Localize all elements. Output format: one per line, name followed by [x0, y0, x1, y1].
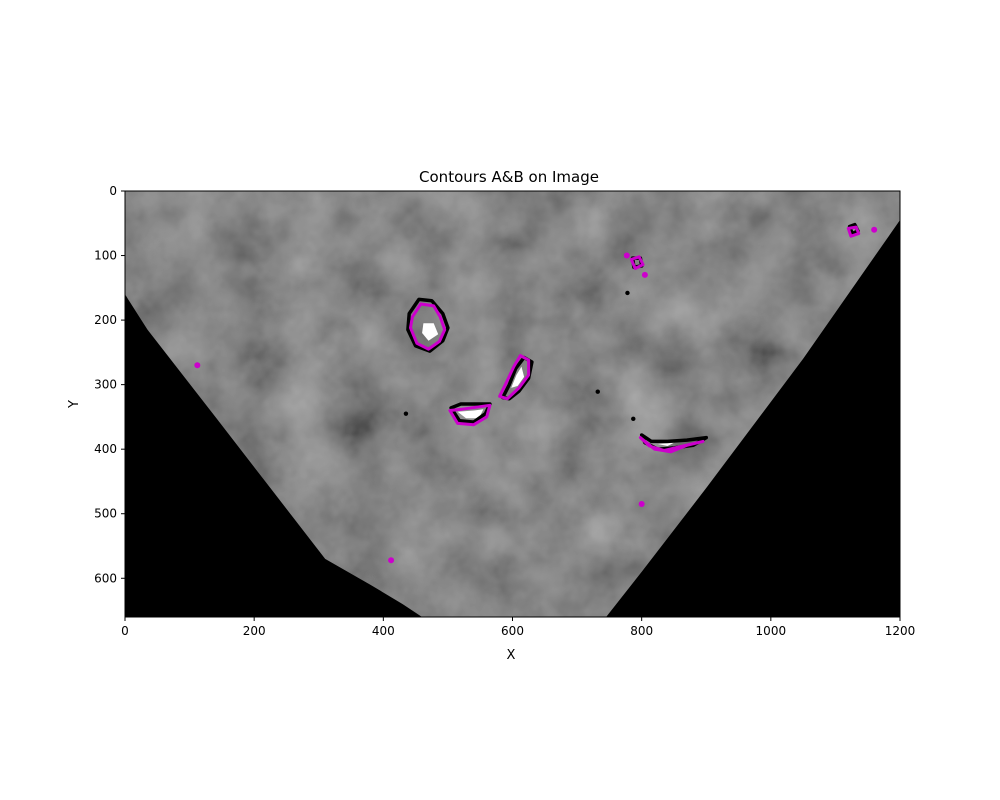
contour-blob-4	[388, 557, 395, 564]
contour-blob-1	[641, 271, 648, 278]
x-tick-label: 1000	[756, 624, 787, 638]
y-tick-label: 0	[109, 184, 117, 198]
contour-a-0	[406, 297, 450, 353]
x-tick-label: 0	[121, 624, 129, 638]
contour-layer	[194, 222, 878, 564]
contour-b-0	[409, 302, 447, 351]
x-tick-label: 600	[501, 624, 524, 638]
highlight-region-0	[422, 323, 439, 341]
contour-a-2	[501, 355, 534, 401]
plot-area	[125, 191, 900, 617]
contour-b-1	[448, 403, 492, 427]
x-tick-label: 200	[243, 624, 266, 638]
contour-b-3	[638, 436, 705, 454]
contour-blob-9	[631, 416, 636, 422]
contour-blob-5	[595, 389, 600, 394]
x-tick-label: 1200	[885, 624, 916, 638]
chart-title: Contours A&B on Image	[419, 168, 599, 186]
contour-blob-2	[871, 226, 878, 233]
y-tick-label: 500	[94, 507, 117, 521]
highlight-region-1	[457, 409, 484, 419]
y-tick-label: 200	[94, 313, 117, 327]
highlight-region-2	[511, 366, 525, 388]
y-tick-label: 300	[94, 378, 117, 392]
x-tick-label: 800	[630, 624, 653, 638]
contour-blob-3	[194, 362, 201, 369]
contour-blob-8	[625, 290, 630, 296]
y-tick-label: 100	[94, 249, 117, 263]
y-axis: 0 100 200 300 400 500 600	[94, 184, 125, 585]
y-axis-label: Y	[67, 400, 82, 409]
contour-blob-6	[403, 411, 409, 416]
highlight-region-3	[657, 442, 674, 446]
y-tick-label: 600	[94, 571, 117, 585]
contour-b-5	[846, 225, 861, 238]
y-tick-label: 400	[94, 442, 117, 456]
contour-b-2	[498, 354, 531, 401]
contour-b-4	[629, 255, 645, 270]
x-axis: 0 200 400 600 800 1000 1200	[121, 617, 915, 638]
x-tick-label: 400	[372, 624, 395, 638]
contour-blob-0	[623, 252, 630, 259]
contour-blob-7	[638, 501, 645, 508]
x-axis-label: X	[507, 648, 516, 663]
contour-a-1	[449, 402, 492, 424]
